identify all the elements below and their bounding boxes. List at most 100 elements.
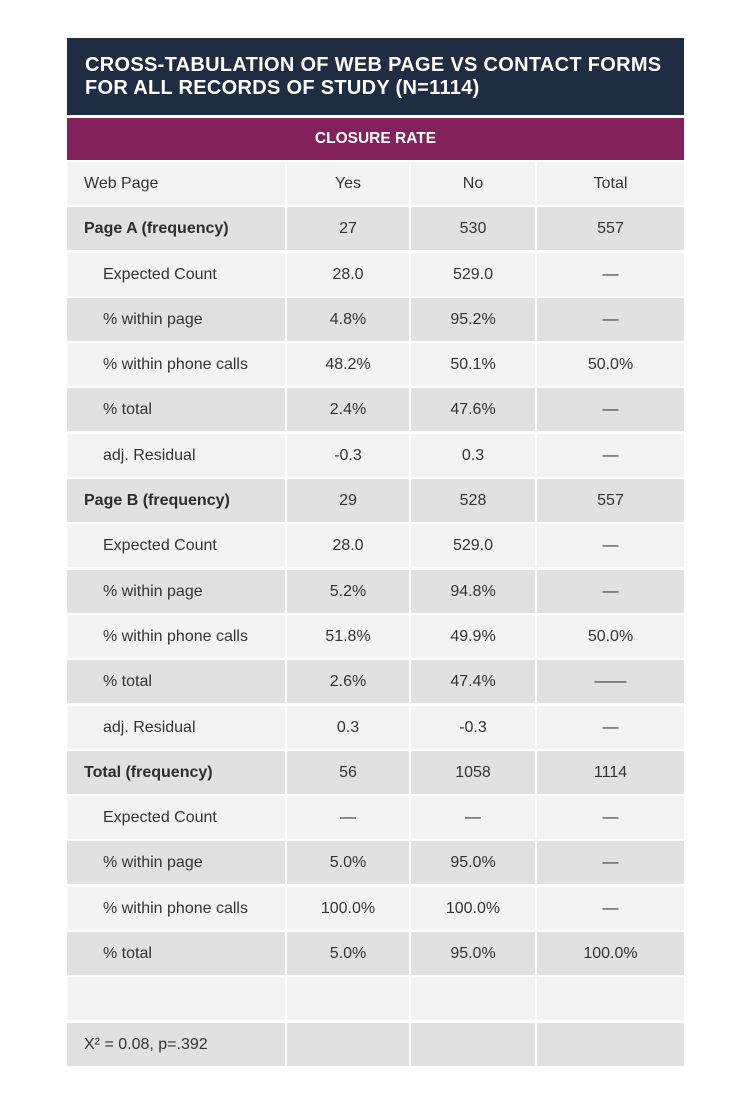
no-cell: 530 — [411, 207, 535, 251]
no-cell: 528 — [411, 479, 535, 523]
table-row: % total 5.0% 95.0% 100.0% — [67, 932, 684, 976]
total-cell: — — [537, 433, 684, 477]
yes-cell: 100.0% — [287, 886, 409, 930]
table-row: Page B (frequency) 29 528 557 — [67, 479, 684, 523]
column-header-total: Total — [537, 162, 684, 205]
yes-cell — [287, 977, 409, 1021]
no-cell: 0.3 — [411, 433, 535, 477]
row-label: Total (frequency) — [67, 750, 285, 794]
row-label: % within page — [67, 569, 285, 613]
table-row: Expected Count — — — — [67, 796, 684, 840]
no-cell: 94.8% — [411, 569, 535, 613]
yes-cell — [287, 1022, 409, 1066]
yes-cell: 28.0 — [287, 252, 409, 296]
no-cell: 47.4% — [411, 660, 535, 704]
table-row: % total 2.6% 47.4% —— — [67, 660, 684, 704]
yes-cell: 48.2% — [287, 343, 409, 387]
total-cell — [537, 1022, 684, 1066]
empty-row — [67, 977, 684, 1021]
no-cell: -0.3 — [411, 705, 535, 749]
total-cell: — — [537, 524, 684, 568]
table-row: Expected Count 28.0 529.0 — — [67, 252, 684, 296]
chi-square-row: X² = 0.08, p=.392 — [67, 1022, 684, 1066]
total-cell: — — [537, 796, 684, 840]
yes-cell: 28.0 — [287, 524, 409, 568]
no-cell: 95.0% — [411, 932, 535, 976]
no-cell: 1058 — [411, 750, 535, 794]
no-cell: 49.9% — [411, 614, 535, 658]
crosstab-table: CROSS-TABULATION OF WEB PAGE VS CONTACT … — [67, 38, 684, 1066]
row-label: % within phone calls — [67, 614, 285, 658]
yes-cell: 2.6% — [287, 660, 409, 704]
yes-cell: -0.3 — [287, 433, 409, 477]
total-cell: — — [537, 569, 684, 613]
yes-cell: 0.3 — [287, 705, 409, 749]
yes-cell: 5.0% — [287, 932, 409, 976]
table-row: % total 2.4% 47.6% — — [67, 388, 684, 432]
row-label: % within phone calls — [67, 886, 285, 930]
table-row: % within page 4.8% 95.2% — — [67, 297, 684, 341]
yes-cell: 5.2% — [287, 569, 409, 613]
table-title-line1: CROSS-TABULATION OF WEB PAGE VS CONTACT … — [85, 54, 662, 76]
no-cell: — — [411, 796, 535, 840]
no-cell: 529.0 — [411, 252, 535, 296]
total-cell: — — [537, 297, 684, 341]
yes-cell: 56 — [287, 750, 409, 794]
column-header-web-page: Web Page — [67, 162, 285, 205]
yes-cell: 51.8% — [287, 614, 409, 658]
yes-cell: — — [287, 796, 409, 840]
row-label: adj. Residual — [67, 705, 285, 749]
yes-cell: 4.8% — [287, 297, 409, 341]
no-cell: 47.6% — [411, 388, 535, 432]
total-cell: 557 — [537, 479, 684, 523]
table-row: adj. Residual -0.3 0.3 — — [67, 433, 684, 477]
closure-rate-header: CLOSURE RATE — [67, 118, 684, 160]
row-label: % within phone calls — [67, 343, 285, 387]
total-cell: 100.0% — [537, 932, 684, 976]
yes-cell: 2.4% — [287, 388, 409, 432]
yes-cell: 5.0% — [287, 841, 409, 885]
column-header-row: Web Page Yes No Total — [67, 162, 684, 205]
row-label: Page A (frequency) — [67, 207, 285, 251]
yes-cell: 29 — [287, 479, 409, 523]
row-label: % within page — [67, 297, 285, 341]
yes-cell: 27 — [287, 207, 409, 251]
total-cell: 50.0% — [537, 343, 684, 387]
row-label: Page B (frequency) — [67, 479, 285, 523]
no-cell: 50.1% — [411, 343, 535, 387]
total-cell: — — [537, 841, 684, 885]
total-cell: — — [537, 886, 684, 930]
no-cell — [411, 977, 535, 1021]
no-cell: 529.0 — [411, 524, 535, 568]
total-cell — [537, 977, 684, 1021]
table-row: % within phone calls 48.2% 50.1% 50.0% — [67, 343, 684, 387]
table-row: adj. Residual 0.3 -0.3 — — [67, 705, 684, 749]
table-row: Total (frequency) 56 1058 1114 — [67, 750, 684, 794]
total-cell: —— — [537, 660, 684, 704]
row-label: Expected Count — [67, 252, 285, 296]
chi-square-statistic: X² = 0.08, p=.392 — [67, 1022, 285, 1066]
table-row: % within phone calls 100.0% 100.0% — — [67, 886, 684, 930]
total-cell: — — [537, 705, 684, 749]
row-label: Expected Count — [67, 796, 285, 840]
table-title: CROSS-TABULATION OF WEB PAGE VS CONTACT … — [67, 38, 684, 115]
no-cell — [411, 1022, 535, 1066]
row-label — [67, 977, 285, 1021]
column-header-yes: Yes — [287, 162, 409, 205]
row-label: % within page — [67, 841, 285, 885]
row-label: % total — [67, 660, 285, 704]
column-header-no: No — [411, 162, 535, 205]
row-label: % total — [67, 388, 285, 432]
row-label: Expected Count — [67, 524, 285, 568]
total-cell: 557 — [537, 207, 684, 251]
table-row: % within phone calls 51.8% 49.9% 50.0% — [67, 614, 684, 658]
table-row: Expected Count 28.0 529.0 — — [67, 524, 684, 568]
table-row: Page A (frequency) 27 530 557 — [67, 207, 684, 251]
no-cell: 95.0% — [411, 841, 535, 885]
total-cell: 50.0% — [537, 614, 684, 658]
row-label: adj. Residual — [67, 433, 285, 477]
table-title-line2: FOR ALL RECORDS OF STUDY (N=1114) — [85, 77, 480, 99]
table-row: % within page 5.2% 94.8% — — [67, 569, 684, 613]
no-cell: 95.2% — [411, 297, 535, 341]
total-cell: — — [537, 388, 684, 432]
